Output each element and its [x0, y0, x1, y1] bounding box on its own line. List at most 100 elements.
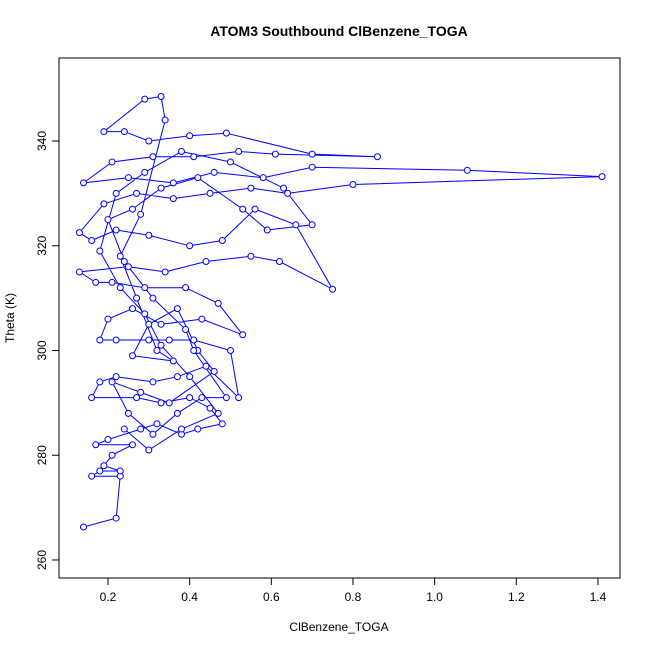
data-point [128, 352, 136, 360]
data-point [75, 229, 83, 237]
data-point [598, 173, 606, 181]
data-point [149, 378, 157, 386]
data-point [206, 404, 214, 412]
data-point [141, 95, 149, 103]
data-point [88, 394, 96, 402]
data-point [96, 247, 104, 255]
data-point [173, 409, 181, 417]
data-point [112, 226, 120, 234]
data-point [141, 310, 149, 318]
data-point [259, 174, 267, 182]
data-point [349, 180, 357, 188]
data-point [120, 425, 128, 433]
data-point [263, 226, 271, 234]
data-point [157, 399, 165, 407]
data-point [112, 373, 120, 381]
data-point [182, 284, 190, 292]
data-point [116, 284, 124, 292]
y-tick-label: 260 [35, 550, 49, 570]
data-point [100, 128, 108, 136]
data-point [137, 425, 145, 433]
data-point [222, 129, 230, 137]
data-point [177, 147, 185, 155]
data-point [137, 388, 145, 396]
data-point [247, 184, 255, 192]
data-point [96, 467, 104, 475]
data-point [133, 189, 141, 197]
data-point [141, 284, 149, 292]
data-point [137, 210, 145, 218]
data-point [247, 252, 255, 260]
data-point [206, 189, 214, 197]
data-point [308, 150, 316, 158]
data-point [92, 278, 100, 286]
data-point [96, 378, 104, 386]
data-point [186, 373, 194, 381]
data-point [275, 257, 283, 265]
data-point [104, 216, 112, 224]
data-point [145, 446, 153, 454]
data-point [186, 132, 194, 140]
data-point [108, 278, 116, 286]
data-point [157, 320, 165, 328]
data-point [235, 147, 243, 155]
data-point [92, 441, 100, 449]
data-point [169, 357, 177, 365]
y-tick-label: 280 [35, 445, 49, 465]
y-tick-label: 340 [35, 131, 49, 151]
data-point [165, 399, 173, 407]
data-point [251, 205, 259, 213]
data-point [173, 305, 181, 313]
data-point [128, 441, 136, 449]
data-point [100, 200, 108, 208]
data-point [149, 153, 157, 161]
data-point [133, 294, 141, 302]
data-point [373, 153, 381, 161]
data-point [186, 394, 194, 402]
x-tick-label: 1.2 [508, 590, 525, 604]
data-point [161, 116, 169, 124]
data-point [190, 346, 198, 354]
data-point [308, 163, 316, 171]
data-point [177, 425, 185, 433]
x-tick-label: 0.6 [263, 590, 280, 604]
x-tick-label: 1.4 [590, 590, 607, 604]
data-point [124, 263, 132, 271]
data-point [280, 184, 288, 192]
data-point [214, 299, 222, 307]
data-point [292, 221, 300, 229]
data-point [79, 179, 87, 187]
data-point [128, 305, 136, 313]
data-point [75, 268, 83, 276]
data-point [116, 467, 124, 475]
data-point [141, 168, 149, 176]
data-point [145, 137, 153, 145]
y-tick-label: 320 [35, 235, 49, 255]
data-point [202, 257, 210, 265]
data-point [235, 394, 243, 402]
plot-box [58, 57, 621, 579]
x-tick-label: 0.2 [100, 590, 117, 604]
data-point [112, 514, 120, 522]
x-tick-label: 0.4 [181, 590, 198, 604]
data-point [104, 315, 112, 323]
data-point [153, 420, 161, 428]
data-point [190, 153, 198, 161]
data-point [145, 231, 153, 239]
data-point [165, 336, 173, 344]
data-point [239, 205, 247, 213]
data-point [145, 336, 153, 344]
data-point [108, 378, 116, 386]
data-point [218, 420, 226, 428]
data-point [88, 237, 96, 245]
data-point [329, 285, 337, 293]
data-point [104, 436, 112, 444]
data-point [161, 268, 169, 276]
data-point [182, 326, 190, 334]
data-point [120, 128, 128, 136]
data-point [218, 237, 226, 245]
data-point [145, 320, 153, 328]
chart-title: ATOM3 Southbound ClBenzene_TOGA [210, 23, 467, 39]
data-point [169, 179, 177, 187]
